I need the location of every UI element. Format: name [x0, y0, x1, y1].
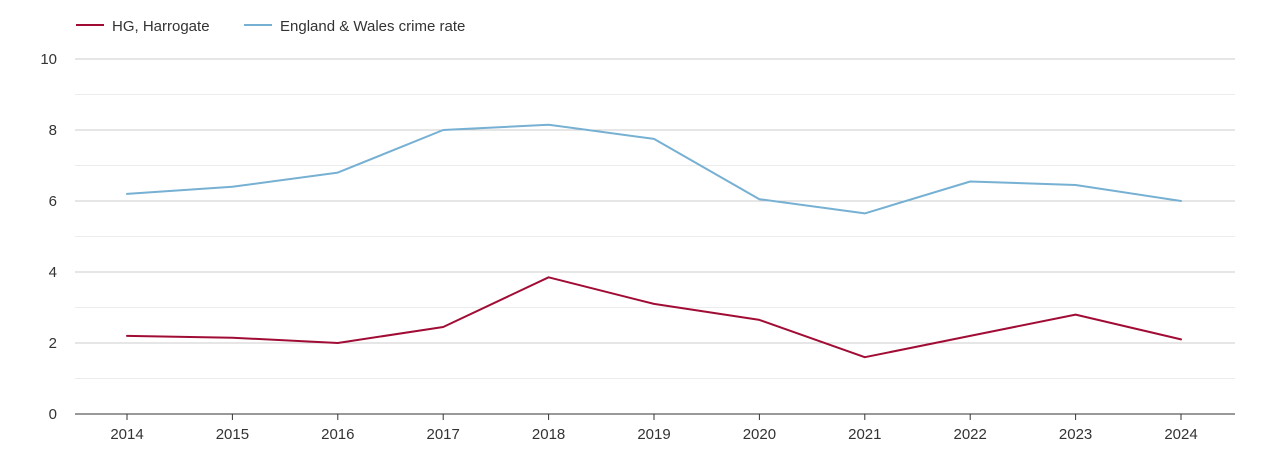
data-point[interactable] [966, 332, 974, 340]
data-point[interactable] [228, 183, 236, 191]
data-point[interactable] [439, 126, 447, 134]
x-tick-label: 2018 [532, 426, 565, 443]
data-point[interactable] [1177, 335, 1185, 343]
series-lines [123, 121, 1185, 361]
legend-item-england-wales[interactable]: England & Wales crime rate [244, 18, 465, 35]
data-point[interactable] [1177, 197, 1185, 205]
x-tick-label: 2022 [954, 426, 987, 443]
y-tick-label: 6 [49, 193, 57, 210]
y-tick-label: 8 [49, 122, 57, 139]
grid [75, 58, 1235, 415]
series-line-0[interactable] [126, 276, 1182, 359]
data-point[interactable] [650, 135, 658, 143]
data-point[interactable] [755, 195, 763, 203]
x-tick-label: 2016 [321, 426, 354, 443]
data-point[interactable] [650, 300, 658, 308]
x-tick-label: 2021 [848, 426, 881, 443]
legend-label-england-wales: England & Wales crime rate [280, 18, 465, 35]
data-point[interactable] [228, 334, 236, 342]
legend-label-hg-harrogate: HG, Harrogate [112, 18, 210, 35]
x-tick-label: 2019 [637, 426, 670, 443]
y-tick-label: 0 [49, 406, 57, 423]
data-point[interactable] [123, 332, 131, 340]
y-tick-label: 4 [49, 264, 57, 281]
y-tick-label: 2 [49, 335, 57, 352]
data-point[interactable] [1072, 311, 1080, 319]
x-tick-label: 2020 [743, 426, 776, 443]
data-point[interactable] [861, 209, 869, 217]
x-tick-label: 2014 [110, 426, 143, 443]
data-point[interactable] [545, 273, 553, 281]
x-tick-label: 2023 [1059, 426, 1092, 443]
data-point[interactable] [755, 316, 763, 324]
data-point[interactable] [334, 169, 342, 177]
x-tick-label: 2017 [427, 426, 460, 443]
legend: HG, Harrogate England & Wales crime rate [76, 18, 465, 35]
series-line-1[interactable] [126, 123, 1182, 215]
data-point[interactable] [123, 190, 131, 198]
y-axis-ticks: 0 2 4 6 8 10 [40, 51, 57, 423]
data-point[interactable] [1072, 181, 1080, 189]
y-tick-label: 10 [40, 51, 57, 68]
data-point[interactable] [966, 177, 974, 185]
legend-item-hg-harrogate[interactable]: HG, Harrogate [76, 18, 210, 35]
x-tick-label: 2024 [1164, 426, 1197, 443]
data-point[interactable] [545, 121, 553, 129]
x-axis-ticks: 2014 2015 2016 2017 2018 2019 2020 2021 2022 2023… [110, 414, 1198, 443]
data-point[interactable] [334, 339, 342, 347]
data-point[interactable] [439, 323, 447, 331]
data-point[interactable] [861, 353, 869, 361]
x-tick-label: 2015 [216, 426, 249, 443]
